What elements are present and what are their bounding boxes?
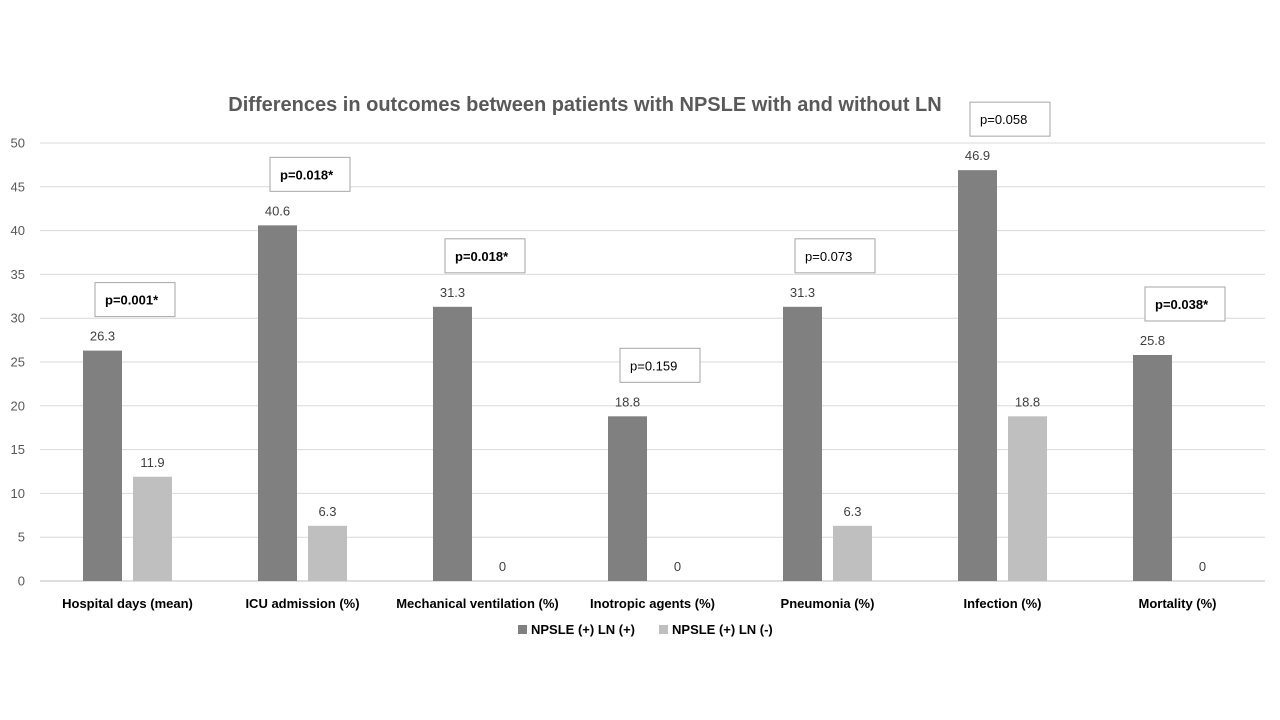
data-label: 18.8: [615, 394, 640, 409]
legend-item: NPSLE (+) LN (+): [518, 622, 635, 637]
p-value-annotation: p=0.058: [969, 101, 1051, 137]
bar: [133, 476, 172, 581]
bar: [958, 170, 997, 581]
bar: [433, 306, 472, 581]
data-label: 46.9: [965, 148, 990, 163]
p-value-text: p=0.058: [980, 112, 1027, 127]
y-tick-label: 50: [11, 136, 25, 151]
x-category-label: Inotropic agents (%): [590, 596, 715, 611]
y-tick-label: 15: [11, 442, 25, 457]
bar: [258, 225, 297, 581]
data-label: 26.3: [90, 329, 115, 344]
bar: [83, 350, 122, 581]
annotation-box: [1144, 286, 1226, 322]
p-value-annotation: p=0.073: [794, 238, 876, 274]
legend-swatch: [659, 625, 669, 634]
p-value-annotations: p=0.001* p=0.018* p=0.018* p=0.159 p=0.073 p=…: [94, 101, 1226, 383]
y-tick-label: 20: [11, 398, 25, 413]
data-label: 25.8: [1140, 333, 1165, 348]
data-label: 6.3: [843, 504, 861, 519]
p-value-text: p=0.159: [630, 358, 677, 373]
bar: [1008, 416, 1047, 581]
data-label: 0: [1199, 559, 1206, 574]
y-tick-label: 25: [11, 355, 25, 370]
data-label: 31.3: [790, 285, 815, 300]
y-tick-label: 10: [11, 486, 25, 501]
data-label: 0: [499, 559, 506, 574]
p-value-text: p=0.073: [805, 249, 852, 264]
p-value-annotation: p=0.018*: [444, 238, 526, 274]
legend: NPSLE (+) LN (+) NPSLE (+) LN (-): [518, 622, 773, 637]
data-label: 0: [674, 559, 681, 574]
bar: [833, 525, 872, 581]
data-label: 18.8: [1015, 394, 1040, 409]
y-tick-label: 5: [18, 530, 25, 545]
y-tick-label: 30: [11, 311, 25, 326]
annotation-box: [794, 238, 876, 274]
annotation-box: [269, 156, 351, 192]
y-axis-tick-labels: 0 5 10 15 20 25 30 35 40 45 50: [11, 136, 25, 589]
annotation-box: [969, 101, 1051, 137]
legend-label: NPSLE (+) LN (+): [531, 622, 635, 637]
x-axis-category-labels: Hospital days (mean) ICU admission (%) Mec…: [62, 596, 1216, 611]
y-tick-label: 40: [11, 223, 25, 238]
p-value-annotation: p=0.018*: [269, 156, 351, 192]
y-tick-label: 0: [18, 574, 25, 589]
annotation-box: [94, 282, 176, 318]
bar: [783, 306, 822, 581]
chart-title: Differences in outcomes between patients…: [228, 94, 941, 116]
x-category-label: Mortality (%): [1139, 596, 1217, 611]
data-label: 40.6: [265, 203, 290, 218]
y-tick-label: 35: [11, 267, 25, 282]
p-value-text: p=0.018*: [280, 167, 334, 182]
x-category-label: Infection (%): [964, 596, 1042, 611]
legend-label: NPSLE (+) LN (-): [672, 622, 773, 637]
bar: [308, 525, 347, 581]
data-label: 31.3: [440, 285, 465, 300]
annotation-box: [444, 238, 526, 274]
x-category-label: Hospital days (mean): [62, 596, 193, 611]
annotation-box: [619, 347, 701, 383]
bar: [1133, 354, 1172, 581]
p-value-annotation: p=0.159: [619, 347, 701, 383]
p-value-annotation: p=0.001*: [94, 282, 176, 318]
p-value-text: p=0.038*: [1155, 297, 1209, 312]
data-label: 11.9: [140, 455, 164, 470]
bars: [83, 170, 1172, 581]
data-labels: 26.3 11.9 40.6 6.3 31.3 0 18.8 0 31.3 6.3 46.9 18.8…: [90, 148, 1206, 574]
legend-item: NPSLE (+) LN (-): [659, 622, 773, 637]
p-value-text: p=0.018*: [455, 249, 509, 264]
x-category-label: Pneumonia (%): [781, 596, 875, 611]
x-category-label: ICU admission (%): [245, 596, 359, 611]
x-category-label: Mechanical ventilation (%): [396, 596, 559, 611]
y-tick-label: 45: [11, 179, 25, 194]
p-value-annotation: p=0.038*: [1144, 286, 1226, 322]
data-label: 6.3: [318, 504, 336, 519]
legend-swatch: [518, 625, 527, 634]
bar: [608, 416, 647, 581]
p-value-text: p=0.001*: [105, 293, 159, 308]
